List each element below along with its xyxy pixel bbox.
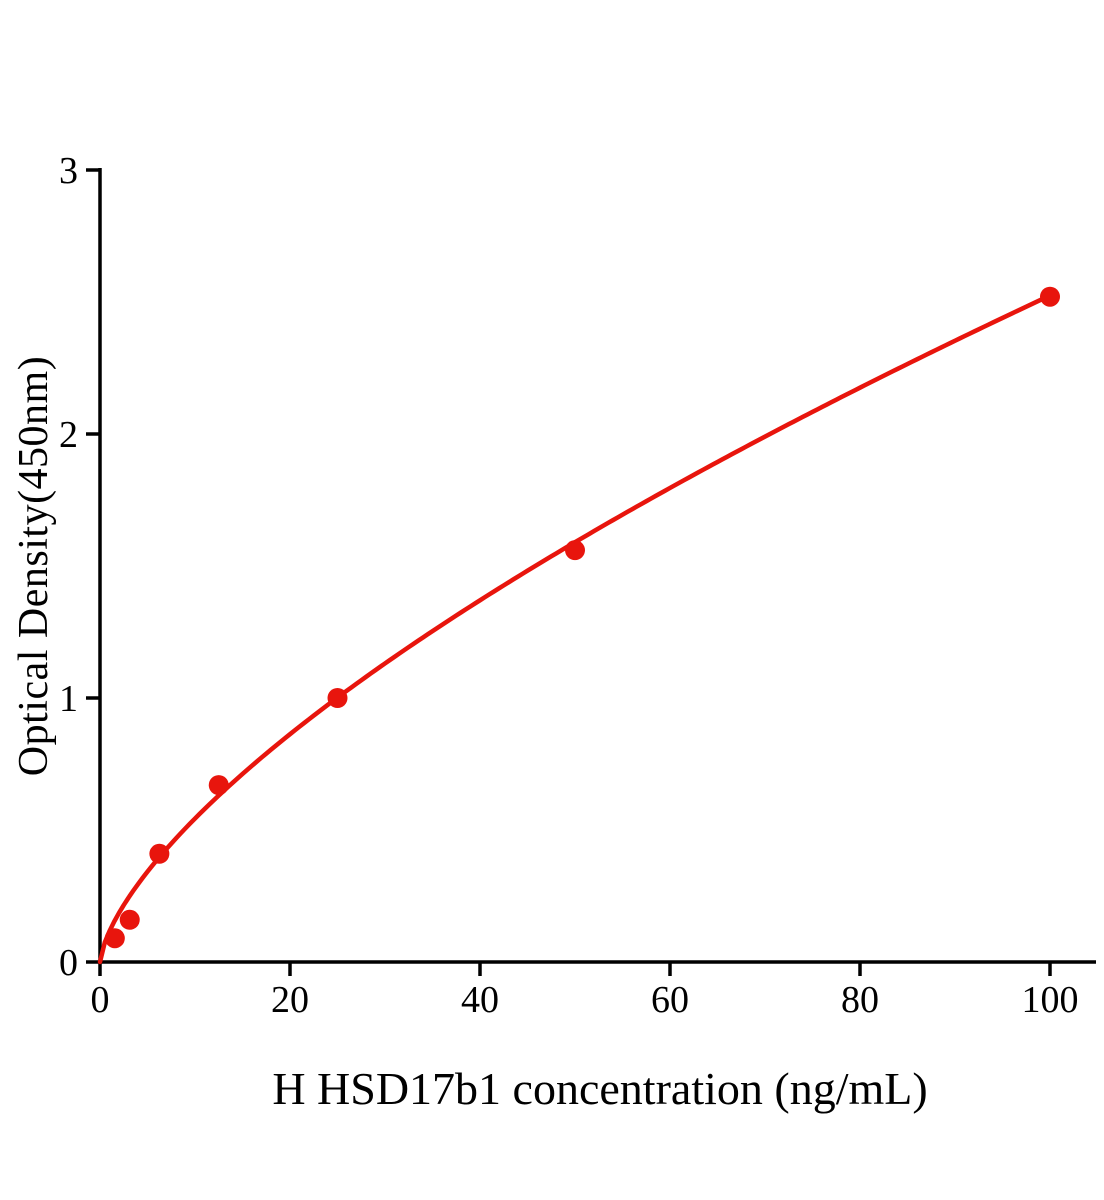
data-point	[104, 928, 125, 949]
data-point	[1040, 286, 1060, 307]
x-tick-label: 0	[91, 979, 110, 1021]
data-point	[149, 843, 170, 864]
data-point	[565, 540, 585, 561]
x-axis-label: H HSD17b1 concentration (ng/mL)	[272, 1063, 928, 1114]
y-tick-label: 2	[59, 414, 78, 456]
x-tick-label: 80	[841, 979, 879, 1021]
y-axis-label: Optical Density(450nm)	[11, 355, 57, 777]
data-point	[119, 909, 140, 930]
x-tick-label: 20	[271, 979, 309, 1021]
x-tick-label: 60	[651, 979, 689, 1021]
x-tick-label: 100	[1022, 979, 1079, 1021]
y-tick-label: 0	[59, 942, 78, 984]
y-tick-label: 1	[59, 678, 78, 720]
x-tick-label: 40	[461, 979, 499, 1021]
data-point	[208, 775, 229, 796]
fit-curve	[97, 293, 1053, 965]
data-point	[327, 688, 348, 708]
y-tick-label: 3	[59, 150, 78, 192]
